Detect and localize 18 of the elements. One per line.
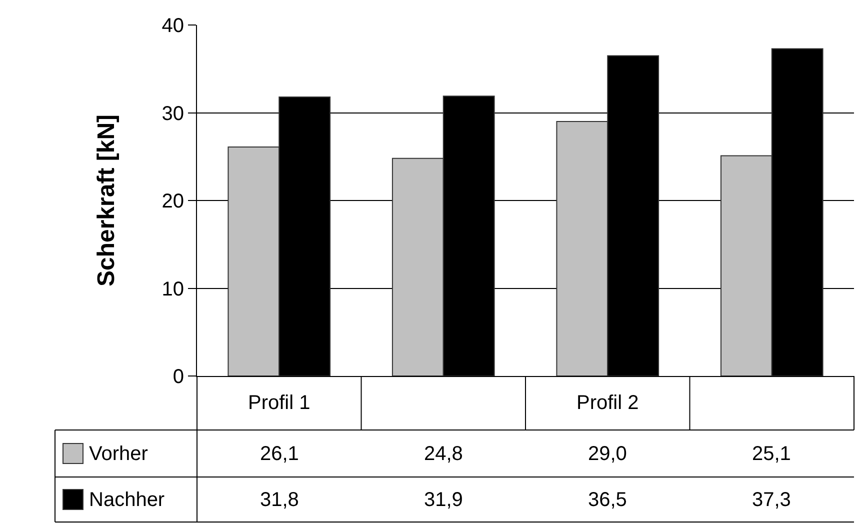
legend-label: Nachher [89,489,165,511]
x-tick-label: Profil 1 [248,392,310,414]
data-label: 31,9 [424,489,463,511]
y-tick-label: 30 [162,102,184,125]
x-tick-label: Profil 2 [576,392,639,414]
data-label: 26,1 [260,443,299,465]
data-label: 31,8 [260,489,299,511]
data-label: 24,8 [424,443,463,465]
data-label: 36,5 [588,489,627,511]
data-label: 29,0 [588,443,627,465]
y-tick-label: 20 [162,190,184,212]
y-tick-label: 40 [162,15,184,37]
data-label: 25,1 [752,443,791,465]
y-tick-label: 10 [162,278,184,300]
y-axis-title: Scherkraft [kN] [92,114,120,287]
data-label: 37,3 [752,489,791,511]
legend-label: Vorher [89,443,148,465]
y-tick-label: 0 [172,366,184,388]
